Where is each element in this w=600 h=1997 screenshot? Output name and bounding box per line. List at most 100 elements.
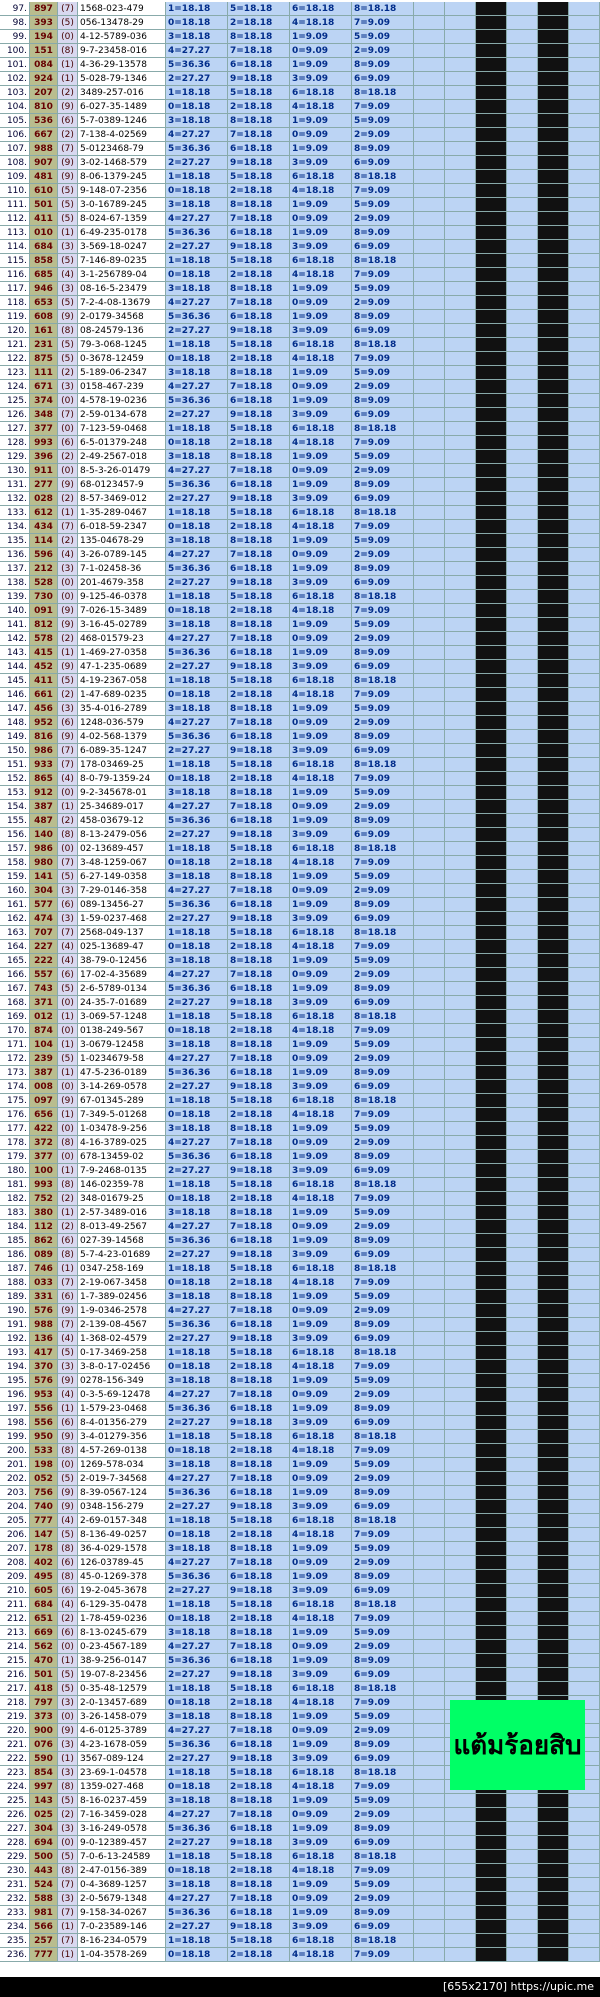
- cell: [538, 828, 569, 842]
- digit: (1): [58, 226, 78, 240]
- stat-cell: 3=9.09: [290, 1752, 352, 1766]
- cell: [569, 86, 600, 100]
- cell: [507, 1066, 538, 1080]
- stat-cell: 7=18.18: [228, 44, 290, 58]
- cell: [507, 1808, 538, 1822]
- stat-cell: 7=18.18: [228, 800, 290, 814]
- stat-cell: 2=18.18: [228, 604, 290, 618]
- cell: [538, 1864, 569, 1878]
- row: 209. 495 (8) 45-0-1269-378 5=36.36 6=18.18 1=9…: [0, 1570, 600, 1584]
- cell: [445, 1808, 476, 1822]
- cell: [569, 1444, 600, 1458]
- number: 411: [30, 212, 58, 226]
- stat-cell: 5=9.09: [352, 954, 414, 968]
- cell: [476, 1178, 507, 1192]
- digit: (2): [58, 86, 78, 100]
- cell: [569, 1290, 600, 1304]
- number: 418: [30, 1682, 58, 1696]
- stat-cell: 5=18.18: [228, 1010, 290, 1024]
- index: 236.: [0, 1948, 30, 1962]
- stat-cell: 8=9.09: [352, 814, 414, 828]
- stat-cell: 1=9.09: [290, 1458, 352, 1472]
- stat-cell: 2=9.09: [352, 632, 414, 646]
- cell: [538, 1402, 569, 1416]
- stat-cell: 3=18.18: [166, 1794, 228, 1808]
- cell: [476, 660, 507, 674]
- cell: [414, 982, 445, 996]
- index: 196.: [0, 1388, 30, 1402]
- row: 114. 684 (3) 3-569-18-0247 2=27.27 9=18.18 3=9…: [0, 240, 600, 254]
- cell: [507, 394, 538, 408]
- row: 228. 694 (0) 9-0-12389-457 2=27.27 9=18.18 3=9…: [0, 1836, 600, 1850]
- stat-cell: 7=9.09: [352, 688, 414, 702]
- cell: [445, 758, 476, 772]
- cell: [569, 926, 600, 940]
- cell: [507, 800, 538, 814]
- cell: [414, 324, 445, 338]
- cell: [476, 674, 507, 688]
- stat-cell: 6=18.18: [290, 1766, 352, 1780]
- stat-cell: 6=18.18: [290, 170, 352, 184]
- sequence: 0-17-3469-258: [78, 1346, 166, 1360]
- cell: [507, 142, 538, 156]
- cell: [507, 72, 538, 86]
- stat-cell: 3=9.09: [290, 1332, 352, 1346]
- stat-cell: 2=27.27: [166, 324, 228, 338]
- stat-cell: 4=18.18: [290, 1192, 352, 1206]
- row: 205. 777 (4) 2-69-0157-348 1=18.18 5=18.18 6=1…: [0, 1514, 600, 1528]
- stat-cell: 9=18.18: [228, 1668, 290, 1682]
- cell: [569, 1080, 600, 1094]
- cell: [414, 618, 445, 632]
- digit: (5): [58, 1794, 78, 1808]
- cell: [414, 1472, 445, 1486]
- cell: [507, 702, 538, 716]
- cell: [538, 1416, 569, 1430]
- stat-cell: 2=27.27: [166, 744, 228, 758]
- stat-cell: 1=18.18: [166, 758, 228, 772]
- sequence: 6-5-01379-248: [78, 436, 166, 450]
- number: 897: [30, 2, 58, 16]
- cell: [538, 1234, 569, 1248]
- stat-cell: 7=9.09: [352, 772, 414, 786]
- cell: [414, 1682, 445, 1696]
- digit: (9): [58, 604, 78, 618]
- stat-cell: 2=18.18: [228, 1444, 290, 1458]
- cell: [414, 1248, 445, 1262]
- cell: [414, 1724, 445, 1738]
- cell: [445, 296, 476, 310]
- digit: (0): [58, 464, 78, 478]
- cell: [507, 1458, 538, 1472]
- stat-cell: 2=9.09: [352, 1892, 414, 1906]
- cell: [414, 870, 445, 884]
- stat-cell: 2=18.18: [228, 1612, 290, 1626]
- cell: [569, 478, 600, 492]
- cell: [445, 926, 476, 940]
- digit: (9): [58, 100, 78, 114]
- number: 474: [30, 912, 58, 926]
- cell: [538, 1640, 569, 1654]
- stat-cell: 0=9.09: [290, 1304, 352, 1318]
- stat-cell: 4=27.27: [166, 380, 228, 394]
- cell: [538, 1332, 569, 1346]
- digit: (1): [58, 1010, 78, 1024]
- row: 214. 562 (0) 0-23-4567-189 4=27.27 7=18.18 0=9…: [0, 1640, 600, 1654]
- row: 203. 756 (9) 8-39-0567-124 5=36.36 6=18.18 1=9…: [0, 1486, 600, 1500]
- stat-cell: 6=18.18: [228, 1906, 290, 1920]
- stat-cell: 5=9.09: [352, 786, 414, 800]
- stat-cell: 7=9.09: [352, 100, 414, 114]
- row: 191. 988 (7) 2-139-08-4567 5=36.36 6=18.18 1=9…: [0, 1318, 600, 1332]
- cell: [569, 1850, 600, 1864]
- stat-cell: 6=18.18: [290, 590, 352, 604]
- cell: [476, 1122, 507, 1136]
- sequence: 3-0679-12458: [78, 1038, 166, 1052]
- stat-cell: 3=18.18: [166, 954, 228, 968]
- cell: [507, 1192, 538, 1206]
- digit: (2): [58, 1612, 78, 1626]
- cell: [414, 1192, 445, 1206]
- cell: [507, 16, 538, 30]
- stat-cell: 8=18.18: [352, 254, 414, 268]
- digit: (2): [58, 688, 78, 702]
- cell: [569, 1346, 600, 1360]
- cell: [414, 2, 445, 16]
- digit: (1): [58, 1262, 78, 1276]
